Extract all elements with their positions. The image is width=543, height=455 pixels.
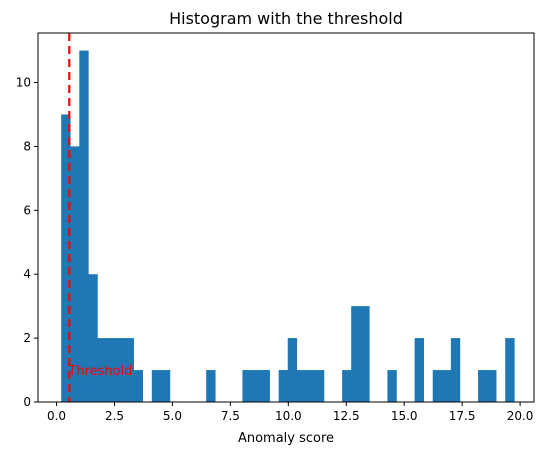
x-tick-label: 12.5: [333, 409, 360, 423]
y-tick-label: 0: [23, 395, 31, 409]
histogram-bar-18: [305, 370, 316, 402]
histogram-bar-11: [206, 370, 216, 402]
histogram-bar-26: [441, 370, 452, 402]
x-tick-label: 17.5: [449, 409, 476, 423]
histogram-bar-5: [106, 338, 116, 402]
histogram-bar-2: [79, 50, 89, 402]
histogram-bar-19: [314, 370, 325, 402]
histogram-bar-22: [360, 306, 370, 402]
histogram-bar-23: [387, 370, 397, 402]
histogram-bar-24: [414, 338, 424, 402]
x-tick-label: 10.0: [275, 409, 302, 423]
x-tick-label: 2.5: [105, 409, 124, 423]
x-tick-label: 5.0: [163, 409, 182, 423]
histogram-bar-27: [450, 338, 461, 402]
histogram-bar-7: [124, 338, 134, 402]
histogram-bar-31: [505, 338, 515, 402]
y-tick-label: 8: [23, 139, 31, 153]
histogram-bar-0: [61, 114, 71, 402]
x-tick-label: 20.0: [507, 409, 534, 423]
histogram-bar-29: [478, 370, 488, 402]
histogram-bar-9: [151, 370, 162, 402]
histogram-bar-15: [278, 370, 289, 402]
y-tick-label: 4: [23, 267, 31, 281]
y-tick-label: 2: [23, 331, 31, 345]
histogram-bar-4: [97, 338, 107, 402]
histogram-bar-12: [242, 370, 252, 402]
y-axis: 0 2 4 6 8 10: [16, 76, 38, 409]
histogram-bar-14: [260, 370, 270, 402]
histogram-bar-25: [432, 370, 443, 402]
histogram-bar-20: [342, 370, 352, 402]
histogram-bar-13: [251, 370, 261, 402]
histogram-bar-17: [296, 370, 307, 402]
y-tick-label: 6: [23, 203, 31, 217]
x-tick-label: 15.0: [391, 409, 418, 423]
x-tick-label: 7.5: [221, 409, 240, 423]
chart-title: Histogram with the threshold: [169, 9, 403, 28]
plot-frame: [37, 32, 535, 403]
histogram-bar-16: [287, 338, 298, 402]
y-tick-label: 10: [16, 76, 31, 90]
bars-group: [61, 50, 515, 402]
histogram-bar-21: [351, 306, 361, 402]
histogram-bar-30: [487, 370, 497, 402]
threshold-group: Threshold: [67, 33, 132, 402]
x-axis-label: Anomaly score: [238, 431, 334, 446]
histogram-bar-3: [88, 274, 98, 402]
histogram-bar-10: [160, 370, 171, 402]
x-tick-label: 0.0: [47, 409, 66, 423]
x-axis: 0.0 2.5 5.0 7.5 10.0 12.5 15.0 17.5 20.0: [47, 402, 533, 423]
histogram-bar-8: [133, 370, 144, 402]
histogram-bar-1: [70, 146, 80, 402]
histogram-bar-6: [115, 338, 125, 402]
threshold-label: Threshold: [67, 364, 132, 379]
